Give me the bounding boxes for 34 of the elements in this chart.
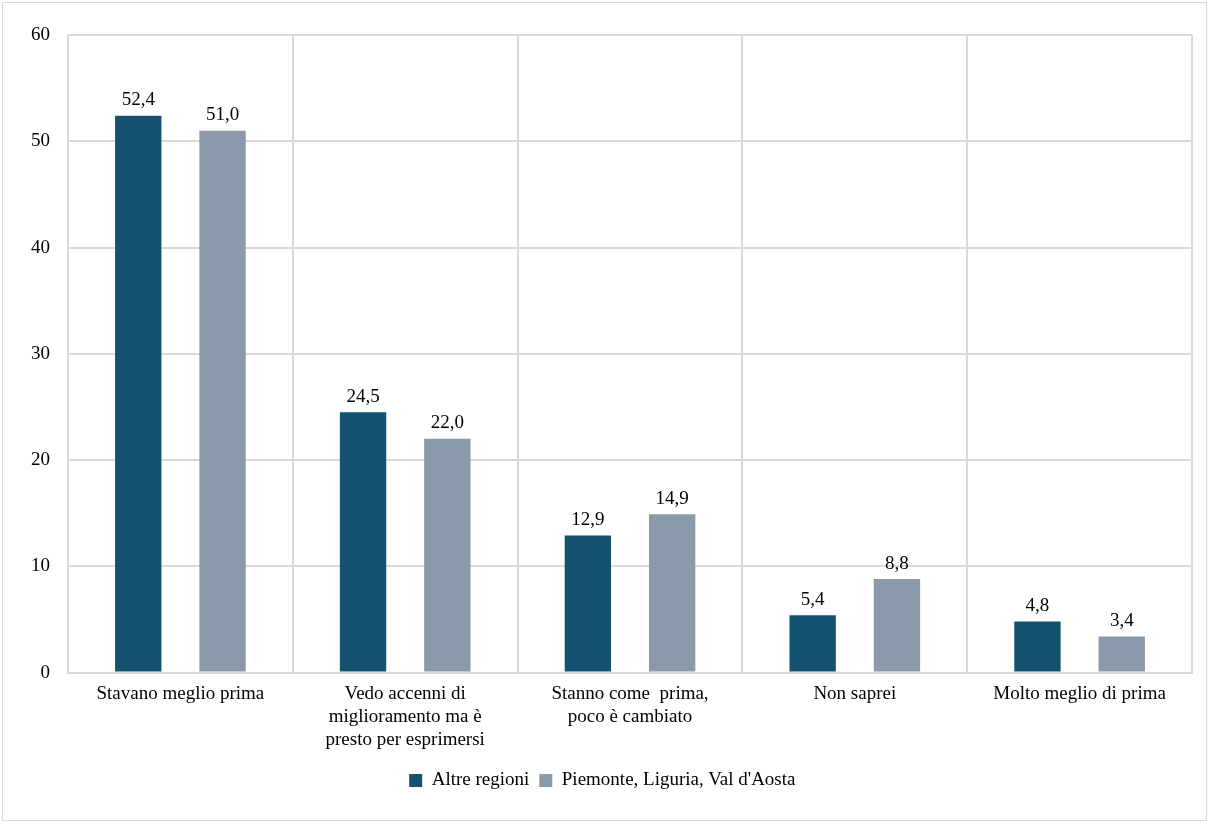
x-tick-label: Molto meglio di prima [993,681,1167,703]
data-label: 22,0 [430,411,464,433]
legend-label: Altre regioni [431,768,530,790]
bar [115,115,162,672]
bar [648,514,696,672]
y-tick-label: 40 [31,235,50,257]
data-label: 24,5 [346,384,380,406]
data-label: 12,9 [571,508,605,529]
data-label: 4,8 [1025,594,1050,616]
bar [424,438,471,672]
bar [564,535,612,672]
y-tick-label: 30 [31,341,50,363]
bar [1098,636,1145,672]
y-tick-label: 0 [40,660,50,682]
x-tick-label: Stanno come prima, poco è cambiato [551,681,709,726]
data-label: 52,4 [121,88,156,110]
x-tick-label: Non saprei [813,681,897,703]
y-tick-label: 20 [31,448,50,470]
data-label: 8,8 [885,551,909,573]
x-tick-label: Vedo accenni di miglioramento ma è presto per esprimersi [325,681,485,749]
y-tick-label: 60 [31,22,50,44]
bar [1014,621,1061,672]
bar [199,130,246,672]
data-label: 3,4 [1109,608,1135,630]
x-tick-label: Stavano meglio prima [96,681,265,703]
y-tick-label: 50 [31,129,50,151]
bar [873,579,921,672]
y-tick-label: 10 [31,554,50,576]
data-label: 14,9 [655,486,689,508]
legend-label: Piemonte, Liguria, Val d'Aosta [561,768,797,790]
bar [789,615,836,672]
data-label: 5,4 [800,587,826,609]
data-label: 51,0 [205,103,240,125]
bar [339,412,387,672]
